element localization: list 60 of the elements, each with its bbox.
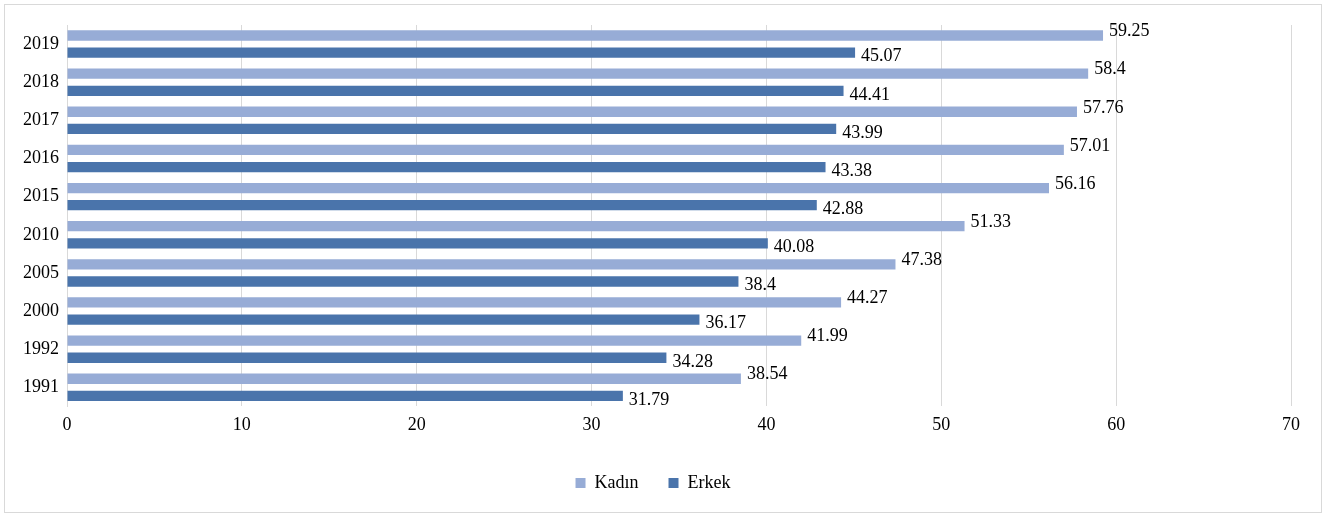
- y-tick-label: 2016: [23, 147, 59, 168]
- bar: [67, 68, 1089, 79]
- data-label: 45.07: [861, 45, 902, 66]
- bar: [67, 259, 896, 270]
- data-label: 31.79: [628, 388, 670, 409]
- y-tick-label: 2005: [23, 261, 59, 282]
- x-tick-label: 60: [1107, 413, 1126, 434]
- data-label: 41.99: [807, 325, 848, 346]
- y-tick-label: 2017: [23, 109, 59, 130]
- bar: [67, 144, 1064, 156]
- y-tick-label: 1992: [23, 337, 59, 358]
- bar: [67, 352, 667, 363]
- data-label: 59.25: [1109, 20, 1150, 41]
- data-label: 38.54: [746, 363, 788, 384]
- data-label: 43.38: [831, 159, 873, 180]
- bar: [67, 335, 802, 346]
- data-label: 51.33: [970, 210, 1012, 231]
- legend-label: Erkek: [687, 471, 731, 492]
- legend-label: Kadın: [594, 471, 639, 492]
- x-tick-label: 70: [1282, 413, 1300, 434]
- y-tick-label: 1991: [23, 376, 59, 397]
- y-tick-label: 2015: [23, 185, 59, 206]
- data-label: 36.17: [705, 312, 746, 333]
- data-label: 57.01: [1069, 134, 1111, 155]
- bar: [67, 106, 1077, 117]
- data-label: 44.41: [849, 83, 891, 104]
- bar: [67, 85, 844, 96]
- bar: [67, 30, 1104, 41]
- data-label: 47.38: [901, 249, 942, 270]
- x-tick-label: 50: [932, 413, 951, 434]
- y-tick-label: 2000: [23, 299, 59, 320]
- bar: [67, 161, 826, 173]
- bar: [67, 390, 623, 402]
- bar: [67, 238, 768, 249]
- bar: [67, 373, 741, 384]
- bar: [67, 221, 965, 232]
- bar: [67, 47, 856, 58]
- bar: [67, 182, 1049, 194]
- bar: [67, 200, 817, 211]
- x-tick-label: 20: [407, 413, 426, 434]
- x-tick-label: 40: [757, 413, 776, 434]
- x-tick-label: 30: [582, 413, 601, 434]
- y-tick-label: 2018: [23, 70, 59, 91]
- data-label: 40.08: [773, 236, 815, 257]
- x-tick-label: 0: [62, 413, 72, 434]
- bar: [67, 276, 739, 287]
- data-label: 57.76: [1082, 96, 1124, 117]
- y-tick-label: 2010: [23, 223, 59, 244]
- data-label: 44.27: [847, 287, 888, 308]
- data-label: 38.4: [744, 274, 776, 295]
- data-label: 56.16: [1055, 172, 1096, 193]
- data-label: 34.28: [672, 350, 713, 371]
- x-tick-label: 10: [232, 413, 251, 434]
- y-tick-label: 2019: [23, 32, 59, 53]
- bar: [67, 297, 842, 308]
- data-label: 43.99: [842, 121, 883, 142]
- data-label: 42.88: [822, 197, 864, 218]
- bar: [67, 314, 700, 325]
- data-label: 58.4: [1094, 58, 1126, 79]
- bar: [67, 123, 837, 135]
